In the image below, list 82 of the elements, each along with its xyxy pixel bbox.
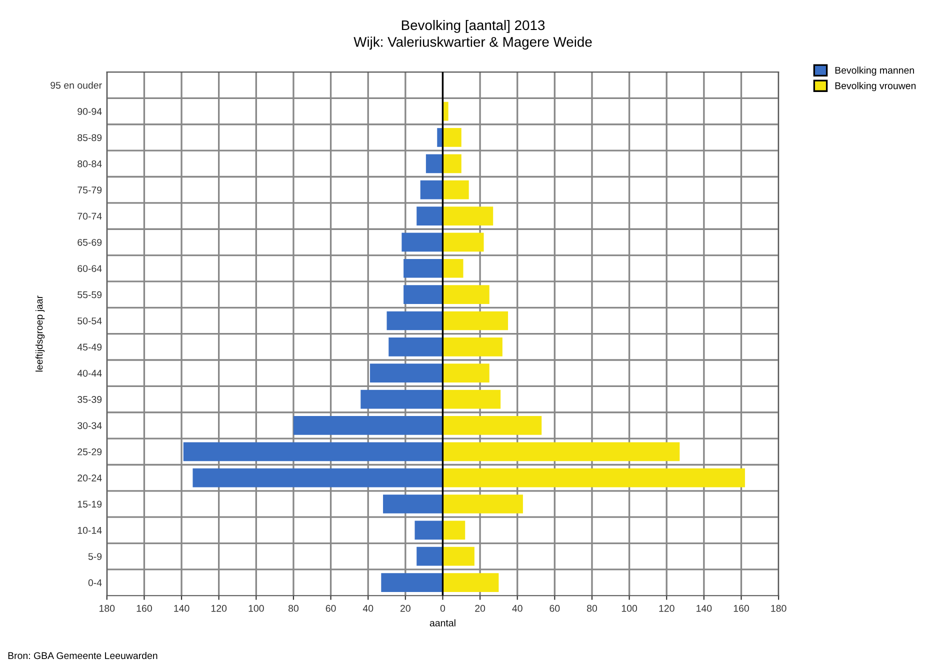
chart-subtitle: Wijk: Valeriuskwartier & Magere Weide (354, 36, 592, 50)
bar (414, 520, 443, 540)
bar (442, 520, 466, 540)
bar (370, 364, 443, 383)
legend-label: Bevolking mannen (835, 66, 914, 76)
bar (442, 546, 474, 566)
bar (442, 154, 462, 174)
bar (442, 258, 464, 278)
bar (442, 232, 484, 252)
bar (442, 573, 499, 592)
bar (442, 206, 494, 226)
bar (293, 416, 443, 435)
x-tick-label: 180 (771, 604, 786, 612)
bar (416, 206, 443, 226)
bar (386, 311, 443, 330)
bar (426, 154, 443, 174)
bar (402, 232, 443, 252)
bar (420, 180, 443, 200)
bar (442, 338, 502, 356)
text: Bron: GBA Gemeente Leeuwarden (8, 652, 158, 660)
y-tick-label: 90-94 (78, 108, 102, 115)
y-tick-label: 60-64 (78, 265, 102, 272)
y-axis-title: leeftijdsgroep jaar (36, 296, 45, 372)
x-tick-label: 100 (248, 604, 264, 612)
y-tick-label: 85-89 (78, 134, 102, 142)
bar (381, 573, 443, 592)
x-tick-label: 140 (696, 604, 712, 612)
legend-label: Bevolking vrouwen (835, 82, 916, 92)
x-tick-label: 40 (512, 604, 522, 612)
x-tick-label: 160 (734, 604, 749, 612)
bar (360, 390, 443, 409)
chart-title: Bevolking [aantal] 2013 (402, 20, 545, 33)
x-tick-label: 80 (288, 604, 298, 612)
bar (442, 442, 680, 462)
x-tick-label: 160 (136, 604, 152, 612)
bar (388, 338, 443, 356)
x-tick-label: 120 (659, 604, 674, 612)
x-tick-label: 80 (587, 604, 598, 612)
y-tick-label: 15-19 (78, 500, 102, 508)
x-tick-label: 40 (362, 604, 374, 612)
y-tick-label: 45-49 (77, 344, 102, 351)
y-tick-label: 25-29 (78, 448, 102, 456)
x-tick-label: 180 (100, 604, 115, 612)
bar (416, 546, 443, 566)
y-tick-label: 70-74 (78, 212, 102, 220)
y-tick-label: 5-9 (88, 553, 102, 560)
bar (442, 468, 745, 488)
y-tick-label: 80-84 (78, 160, 102, 168)
bar (442, 494, 523, 514)
y-tick-label: 55-59 (78, 291, 102, 298)
y-tick-label: 50-54 (78, 317, 102, 324)
x-tick-label: 100 (622, 604, 638, 612)
bar (404, 258, 443, 278)
bar (442, 364, 490, 383)
y-tick-label: 65-69 (78, 238, 102, 246)
bar (442, 416, 542, 435)
x-tick-label: 120 (211, 604, 227, 612)
bar (183, 442, 443, 462)
x-tick-label: 60 (550, 604, 560, 612)
y-tick-label: 0-4 (88, 579, 102, 586)
bar (437, 128, 443, 147)
y-tick-label: 95 en ouder (50, 82, 102, 89)
y-tick-label: 30-34 (78, 422, 102, 430)
x-tick-label: 140 (174, 604, 190, 612)
x-tick-label: 20 (400, 604, 410, 612)
bar (383, 494, 443, 514)
y-tick-label: 75-79 (78, 186, 102, 194)
bar (442, 285, 490, 304)
y-tick-label: 40-44 (77, 370, 102, 377)
bar (192, 468, 443, 488)
x-tick-label: 0 (440, 604, 446, 612)
bar (442, 390, 501, 409)
y-tick-label: 35-39 (78, 396, 102, 403)
x-axis-title: aantal (430, 619, 456, 626)
x-tick-label: 20 (475, 604, 486, 612)
y-tick-label: 10-14 (78, 526, 102, 534)
x-tick-label: 60 (326, 604, 336, 612)
bar (442, 128, 462, 147)
bar (442, 180, 469, 200)
bar (404, 285, 443, 304)
y-tick-label: 20-24 (78, 474, 102, 482)
bar (442, 311, 508, 330)
